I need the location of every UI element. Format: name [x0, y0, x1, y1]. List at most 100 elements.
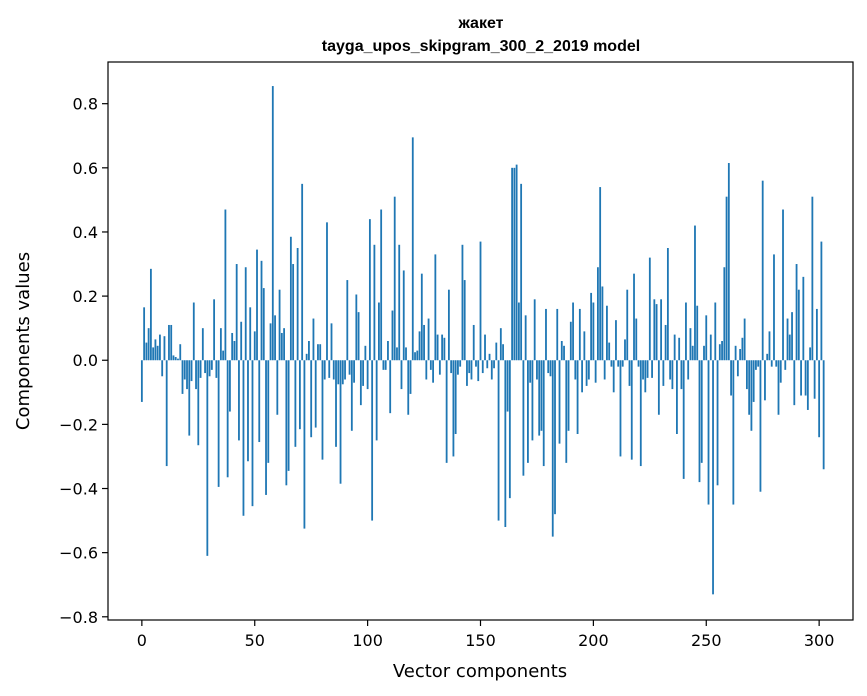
bar-218: [633, 273, 635, 361]
bar-255: [716, 360, 719, 486]
bar-61: [278, 289, 281, 361]
bar-271: [752, 360, 755, 402]
bar-118: [407, 360, 410, 415]
bar-10: [163, 336, 166, 361]
bar-90: [344, 360, 346, 380]
bar-251: [707, 360, 710, 505]
bar-19: [183, 360, 186, 380]
bar-301: [820, 241, 823, 361]
bar-212: [619, 360, 622, 457]
bar-143: [463, 280, 466, 361]
bar-65: [287, 360, 290, 471]
bar-235: [671, 360, 674, 390]
bar-162: [506, 360, 509, 412]
bar-207: [608, 342, 611, 361]
bar-264: [736, 360, 739, 377]
bar-183: [554, 360, 556, 515]
bar-7: [156, 345, 159, 361]
bar-194: [578, 308, 581, 361]
bar-233: [666, 248, 669, 361]
bar-173: [531, 360, 534, 441]
bar-231: [662, 360, 665, 386]
bar-136: [447, 289, 450, 361]
bar-242: [687, 360, 690, 380]
bar-299: [815, 308, 818, 361]
bar-263: [734, 345, 737, 361]
bar-203: [599, 187, 602, 361]
x-axis-label: Vector components: [393, 661, 567, 682]
bar-24: [195, 360, 197, 390]
bar-100: [366, 360, 369, 390]
bar-190: [569, 321, 572, 361]
bar-258: [723, 267, 726, 361]
bar-36: [222, 350, 225, 361]
y-tick-label: −0.8: [59, 608, 98, 627]
bar-237: [676, 360, 678, 434]
bar-167: [517, 302, 520, 361]
bar-196: [583, 331, 586, 361]
bar-153: [486, 360, 489, 369]
bar-176: [538, 360, 541, 436]
bar-3: [147, 328, 150, 361]
y-axis-label: Components values: [13, 252, 34, 430]
bar-154: [488, 353, 491, 361]
bar-28: [204, 360, 206, 374]
bar-249: [703, 345, 705, 361]
x-tick-label: 300: [804, 631, 835, 650]
bar-281: [775, 360, 778, 367]
bar-146: [470, 360, 473, 380]
bar-87: [337, 360, 340, 385]
chart-subtitle: tayga_upos_skipgram_300_2_2019 model: [322, 38, 640, 55]
bar-104: [375, 360, 378, 441]
bar-89: [341, 360, 344, 385]
bar-147: [472, 324, 475, 361]
bar-77: [314, 360, 317, 428]
bar-278: [768, 331, 771, 361]
y-tick-label: 0.2: [73, 287, 98, 306]
bar-73: [305, 353, 308, 361]
bar-170: [524, 315, 527, 361]
bar-254: [714, 302, 717, 361]
bar-294: [804, 360, 807, 396]
bar-293: [802, 276, 805, 361]
bar-210: [615, 320, 617, 361]
bar-57: [269, 323, 272, 361]
bar-165: [513, 167, 516, 361]
bar-184: [556, 308, 559, 361]
bar-96: [357, 312, 360, 361]
bar-46: [244, 267, 247, 361]
bar-277: [766, 353, 769, 361]
bar-204: [601, 286, 604, 361]
bar-80: [321, 360, 324, 460]
bar-152: [484, 334, 486, 361]
bar-130: [434, 254, 437, 361]
bar-156: [493, 360, 495, 369]
bar-195: [581, 360, 583, 393]
bar-95: [355, 294, 358, 361]
bar-60: [276, 360, 279, 415]
bar-229: [657, 360, 660, 415]
bar-107: [382, 360, 385, 370]
bar-201: [594, 360, 597, 383]
bar-48: [249, 307, 252, 361]
bar-97: [359, 360, 362, 406]
bar-132: [438, 360, 441, 375]
bar-126: [425, 360, 428, 380]
bar-64: [285, 360, 288, 486]
bar-54: [262, 288, 265, 361]
bar-268: [745, 360, 748, 390]
bar-214: [624, 339, 626, 361]
bar-68: [294, 360, 297, 447]
bar-123: [418, 331, 421, 361]
bar-21: [188, 360, 191, 436]
bar-180: [547, 360, 550, 374]
bar-221: [639, 360, 642, 467]
bar-284: [782, 209, 784, 361]
bar-287: [788, 334, 791, 361]
bar-16: [177, 358, 179, 361]
bar-169: [522, 360, 525, 476]
bar-198: [587, 360, 590, 380]
bar-248: [700, 360, 703, 463]
x-tick-label: 200: [578, 631, 609, 650]
